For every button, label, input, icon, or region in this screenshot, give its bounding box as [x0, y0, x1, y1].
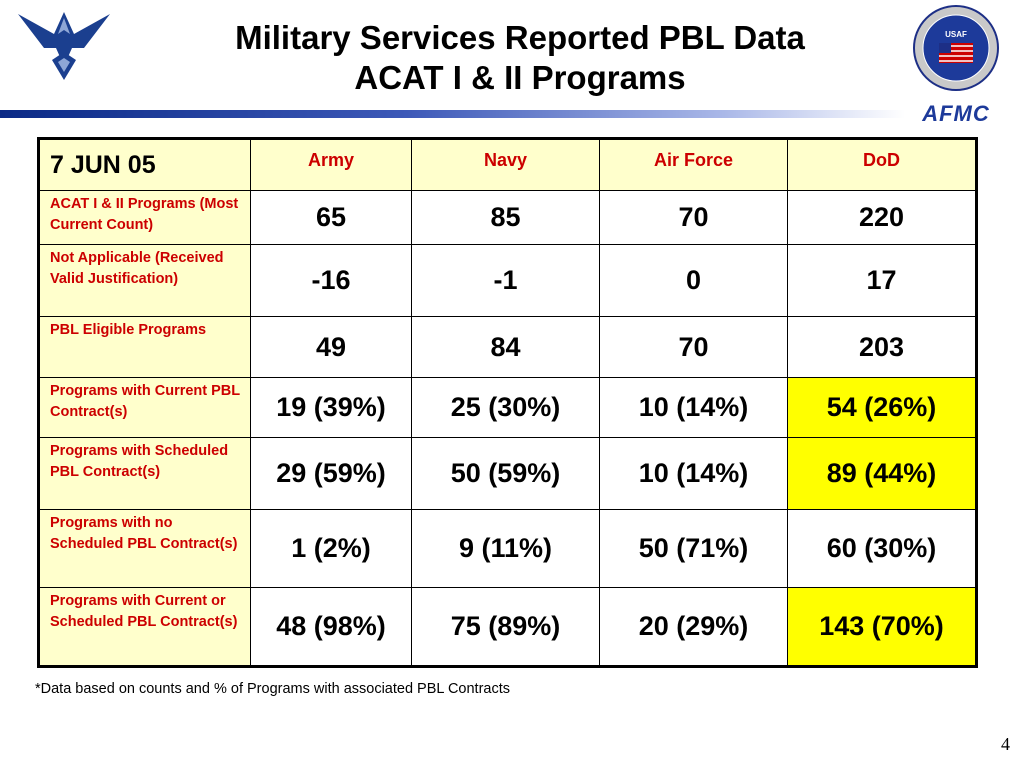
- cell-navy: 9 (11%): [411, 509, 600, 588]
- row-label: PBL Eligible Programs: [38, 316, 251, 378]
- cell-air-force: 70: [599, 316, 788, 378]
- column-header-army: Army: [250, 138, 412, 191]
- column-header-dod: DoD: [787, 138, 977, 191]
- table-header-row: 7 JUN 05 Army Navy Air Force DoD: [38, 138, 977, 191]
- table-row: Programs with Current PBL Contract(s) 19 …: [38, 377, 977, 438]
- column-header-air-force: Air Force: [599, 138, 788, 191]
- cell-dod: 17: [787, 244, 977, 317]
- cell-navy: -1: [411, 244, 600, 317]
- row-label: Not Applicable (Received Valid Justifica…: [38, 244, 251, 317]
- table-row: Not Applicable (Received Valid Justifica…: [38, 244, 977, 317]
- title-line-2: ACAT I & II Programs: [354, 59, 686, 96]
- cell-navy: 75 (89%): [411, 587, 600, 667]
- row-label: Programs with Current PBL Contract(s): [38, 377, 251, 438]
- footnote: *Data based on counts and % of Programs …: [35, 681, 510, 697]
- cell-air-force: 70: [599, 190, 788, 245]
- cell-air-force: 0: [599, 244, 788, 317]
- table-row: PBL Eligible Programs 49 84 70 203: [38, 316, 977, 378]
- cell-dod: 54 (26%): [787, 377, 977, 438]
- table-row: Programs with Current or Scheduled PBL C…: [38, 587, 977, 667]
- cell-army: 29 (59%): [250, 437, 412, 510]
- cell-navy: 25 (30%): [411, 377, 600, 438]
- table-row: Programs with no Scheduled PBL Contract(…: [38, 509, 977, 588]
- page-title: Military Services Reported PBL Data ACAT…: [130, 18, 910, 98]
- cell-navy: 84: [411, 316, 600, 378]
- cell-dod: 143 (70%): [787, 587, 977, 667]
- table-date: 7 JUN 05: [38, 138, 251, 191]
- cell-army: 49: [250, 316, 412, 378]
- title-line-1: Military Services Reported PBL Data: [235, 19, 805, 56]
- cell-navy: 85: [411, 190, 600, 245]
- cell-dod: 203: [787, 316, 977, 378]
- row-label: ACAT I & II Programs (Most Current Count…: [38, 190, 251, 245]
- afmc-logo: AFMC: [921, 101, 990, 126]
- cell-army: 48 (98%): [250, 587, 412, 667]
- usaf-logo: [18, 12, 110, 80]
- cell-navy: 50 (59%): [411, 437, 600, 510]
- seal-usaf-text: USAF: [945, 30, 967, 39]
- column-header-navy: Navy: [411, 138, 600, 191]
- row-label: Programs with Current or Scheduled PBL C…: [38, 587, 251, 667]
- row-label: Programs with no Scheduled PBL Contract(…: [38, 509, 251, 588]
- cell-air-force: 10 (14%): [599, 377, 788, 438]
- cell-army: 19 (39%): [250, 377, 412, 438]
- cell-air-force: 20 (29%): [599, 587, 788, 667]
- row-label: Programs with Scheduled PBL Contract(s): [38, 437, 251, 510]
- title-divider: [0, 110, 905, 118]
- cell-army: -16: [250, 244, 412, 317]
- table-row: Programs with Scheduled PBL Contract(s) 2…: [38, 437, 977, 510]
- cell-dod: 60 (30%): [787, 509, 977, 588]
- afmc-logo-text: AFMC: [921, 101, 990, 126]
- pbl-data-table: 7 JUN 05 Army Navy Air Force DoD ACAT I …: [37, 137, 978, 668]
- cell-air-force: 50 (71%): [599, 509, 788, 588]
- cell-army: 65: [250, 190, 412, 245]
- cell-dod: 89 (44%): [787, 437, 977, 510]
- table-row: ACAT I & II Programs (Most Current Count…: [38, 190, 977, 245]
- supply-chain-seal-logo: USAF: [913, 5, 999, 91]
- page-number: 4: [1001, 734, 1010, 754]
- cell-dod: 220: [787, 190, 977, 245]
- cell-army: 1 (2%): [250, 509, 412, 588]
- cell-air-force: 10 (14%): [599, 437, 788, 510]
